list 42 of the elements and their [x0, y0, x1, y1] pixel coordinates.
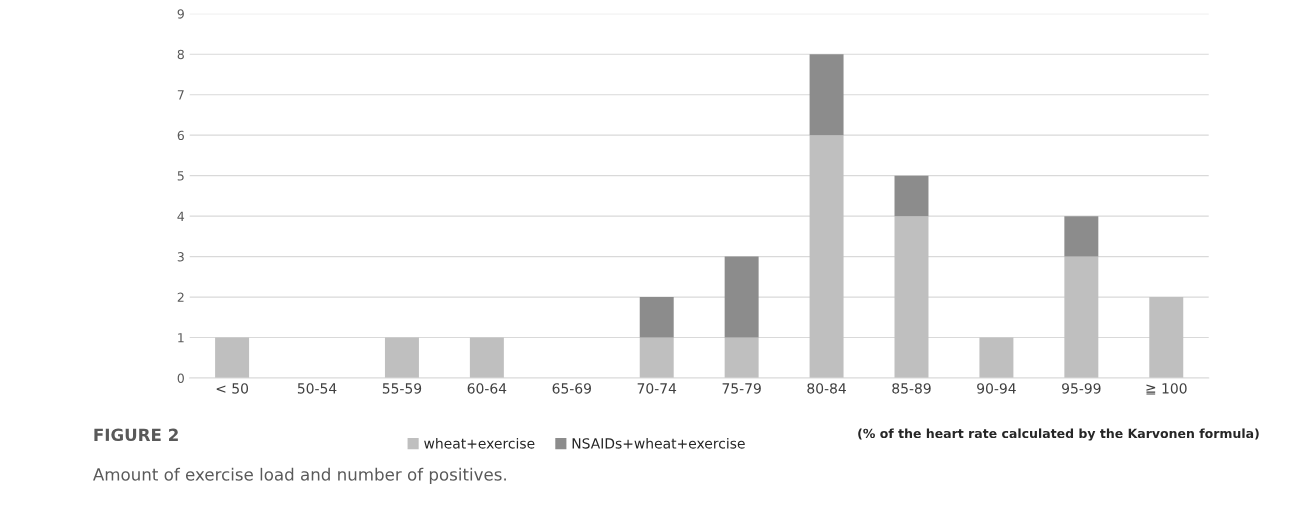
- bar: [809, 54, 844, 136]
- y-tick-label: 7: [177, 90, 184, 100]
- text: (% of the heart rate calculated by the Karvonen formula): [858, 428, 1259, 441]
- x-tick-label: 85-89: [892, 383, 931, 394]
- bar: [724, 256, 759, 338]
- bar: [215, 337, 250, 379]
- bar: [639, 297, 674, 338]
- legend-label: wheat+exercise: [424, 437, 535, 449]
- bar: [1064, 256, 1099, 379]
- x-tick-label: 80-84: [807, 383, 846, 394]
- bar: [1149, 297, 1184, 379]
- y-tick-label: 6: [177, 130, 184, 141]
- y-tick-label: 0: [177, 373, 184, 383]
- x-tick-label: ≧ 100: [1146, 383, 1187, 395]
- y-tick-label: 5: [177, 171, 184, 181]
- bar: [894, 216, 929, 379]
- x-tick-label: 95-99: [1062, 383, 1101, 394]
- x-tick-label: 65-69: [552, 383, 591, 394]
- x-tick-label: 55-59: [382, 383, 422, 394]
- y-tick-label: 9: [177, 9, 184, 19]
- x-tick-label: 90-94: [977, 383, 1016, 394]
- y-tick-label: 1: [178, 333, 184, 343]
- bar: [724, 337, 759, 379]
- bar: [469, 337, 504, 379]
- x-tick-label: 60-64: [467, 383, 507, 394]
- bar: [1064, 216, 1099, 257]
- legend-label: NSAIDs+wheat+exercise: [572, 437, 745, 449]
- x-tick-label: 50-54: [297, 383, 337, 394]
- x-tick-label: 70-74: [637, 383, 677, 394]
- y-tick-label: 2: [177, 292, 184, 302]
- text: FIGURE 2: [94, 428, 178, 442]
- bar: [979, 337, 1014, 379]
- x-tick-label: 75-79: [722, 383, 761, 394]
- bar: [639, 337, 674, 379]
- y-tick-label: 3: [177, 252, 184, 262]
- text: Amount of exercise load and number of positives.: [93, 467, 506, 484]
- y-tick-label: 4: [177, 211, 185, 221]
- y-tick-label: 8: [177, 49, 184, 60]
- bar: [384, 337, 419, 379]
- bar: [809, 135, 844, 379]
- bar: [894, 175, 929, 217]
- x-tick-label: < 50: [216, 383, 249, 394]
